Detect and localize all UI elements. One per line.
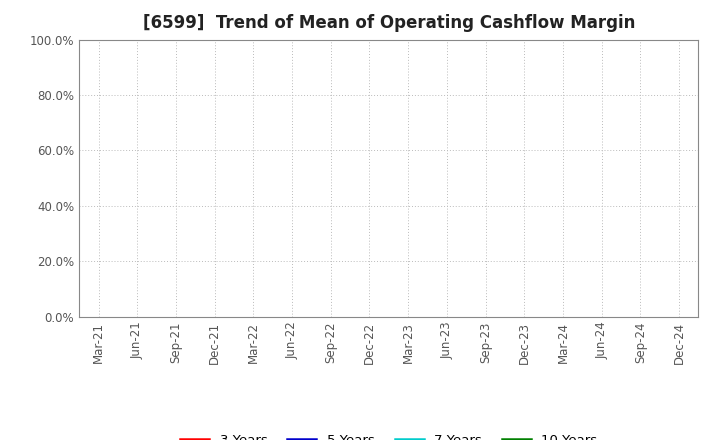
Legend: 3 Years, 5 Years, 7 Years, 10 Years: 3 Years, 5 Years, 7 Years, 10 Years	[175, 429, 603, 440]
Title: [6599]  Trend of Mean of Operating Cashflow Margin: [6599] Trend of Mean of Operating Cashfl…	[143, 15, 635, 33]
